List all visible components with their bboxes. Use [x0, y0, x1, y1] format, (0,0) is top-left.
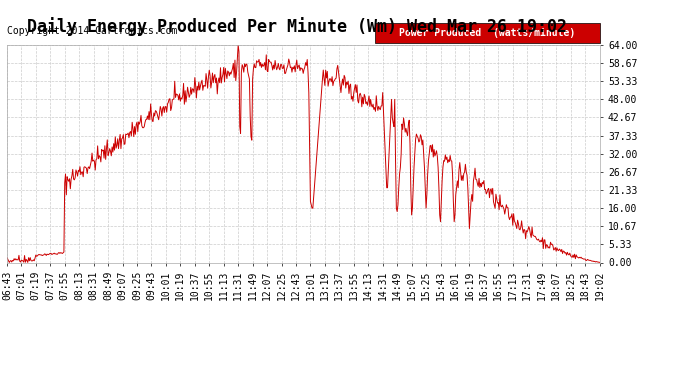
Text: Copyright 2014 Cartronics.com: Copyright 2014 Cartronics.com	[7, 26, 177, 36]
Text: Power Produced  (watts/minute): Power Produced (watts/minute)	[400, 28, 575, 38]
Text: Daily Energy Produced Per Minute (Wm) Wed Mar 26 19:02: Daily Energy Produced Per Minute (Wm) We…	[27, 17, 566, 36]
FancyBboxPatch shape	[375, 23, 600, 43]
